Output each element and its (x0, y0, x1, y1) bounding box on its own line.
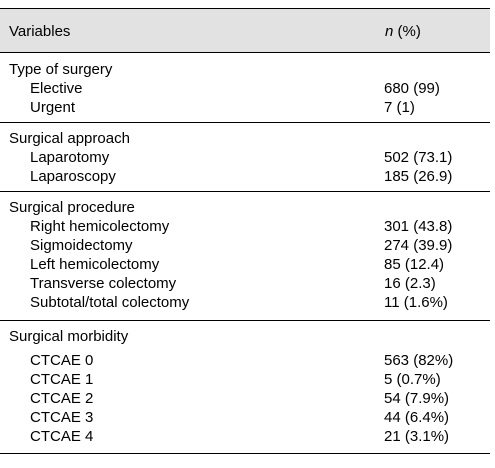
table-row: Elective 680 (99) (0, 79, 490, 98)
row-label: Sigmoidectomy (30, 237, 133, 254)
section-surgical-approach: Surgical approach Laparotomy 502 (73.1) … (0, 124, 490, 192)
row-value: 54 (7.9%) (384, 390, 450, 407)
n-percent-column-header: n (%) (385, 23, 421, 40)
section-title: Surgical morbidity (9, 328, 129, 345)
row-value: 185 (26.9) (384, 168, 453, 185)
row-value: 11 (1.6%) (384, 294, 448, 311)
row-value: 301 (43.8) (384, 218, 453, 235)
row-value: 5 (0.7%) (384, 371, 441, 388)
table-row: Laparoscopy 185 (26.9) (0, 167, 490, 186)
row-label: Urgent (30, 99, 76, 116)
row-label: Subtotal/total colectomy (30, 294, 190, 311)
row-label: CTCAE 2 (30, 390, 94, 407)
section-title-row: Surgical morbidity (0, 327, 490, 346)
row-label: Left hemicolectomy (30, 256, 160, 273)
row-label: CTCAE 0 (30, 352, 94, 369)
row-value: 85 (12.4) (384, 256, 445, 273)
section-surgical-procedure: Surgical procedure Right hemicolectomy 3… (0, 193, 490, 321)
row-label: CTCAE 1 (30, 371, 94, 388)
table-row: Left hemicolectomy 85 (12.4) (0, 255, 490, 274)
row-label: CTCAE 4 (30, 428, 94, 445)
table-row: CTCAE 2 54 (7.9%) (0, 389, 490, 408)
row-value: 44 (6.4%) (384, 409, 450, 426)
row-label: Right hemicolectomy (30, 218, 170, 235)
row-value: 21 (3.1%) (384, 428, 450, 445)
section-title: Surgical approach (9, 130, 130, 147)
row-value: 7 (1) (384, 99, 415, 116)
section-surgical-morbidity: Surgical morbidity CTCAE 0 563 (82%) CTC… (0, 322, 490, 454)
section-title: Surgical procedure (9, 199, 135, 216)
table-row: CTCAE 3 44 (6.4%) (0, 408, 490, 427)
table-row: CTCAE 1 5 (0.7%) (0, 370, 490, 389)
row-value: 563 (82%) (384, 352, 454, 369)
percent-symbol: (%) (393, 23, 421, 40)
row-value: 274 (39.9) (384, 237, 453, 254)
row-label: Laparoscopy (30, 168, 116, 185)
row-label: CTCAE 3 (30, 409, 94, 426)
table-row: Laparotomy 502 (73.1) (0, 148, 490, 167)
row-value: 16 (2.3) (384, 275, 436, 292)
row-label: Transverse colectomy (30, 275, 177, 292)
table-row: Sigmoidectomy 274 (39.9) (0, 236, 490, 255)
table-row: CTCAE 0 563 (82%) (0, 351, 490, 370)
table-row: Right hemicolectomy 301 (43.8) (0, 217, 490, 236)
table-row: Urgent 7 (1) (0, 98, 490, 117)
table-header: Variables n (%) (0, 8, 490, 53)
row-value: 680 (99) (384, 80, 440, 97)
section-title: Type of surgery (9, 61, 113, 78)
row-label: Laparotomy (30, 149, 110, 166)
row-value: 502 (73.1) (384, 149, 453, 166)
section-title-row: Surgical procedure (0, 198, 490, 217)
n-symbol: n (385, 23, 394, 40)
table-row: CTCAE 4 21 (3.1%) (0, 427, 490, 446)
section-type-of-surgery: Type of surgery Elective 680 (99) Urgent… (0, 57, 490, 123)
variables-column-header: Variables (9, 23, 71, 40)
section-title-row: Type of surgery (0, 60, 490, 79)
table-row: Transverse colectomy 16 (2.3) (0, 274, 490, 293)
row-label: Elective (30, 80, 83, 97)
table-row: Subtotal/total colectomy 11 (1.6%) (0, 293, 490, 312)
section-title-row: Surgical approach (0, 129, 490, 148)
